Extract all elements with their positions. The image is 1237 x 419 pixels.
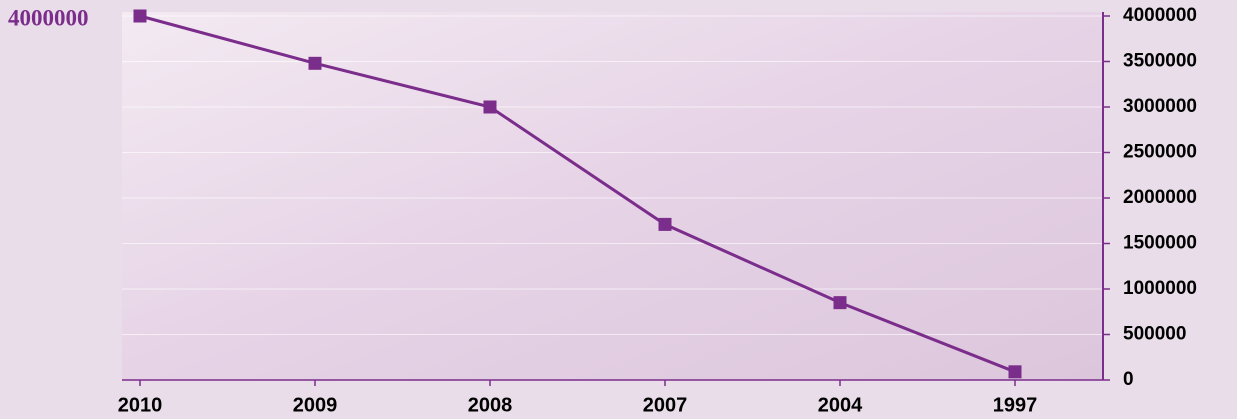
x-tick-label: 2009 bbox=[293, 394, 338, 416]
y-tick-label: 1500000 bbox=[1123, 233, 1197, 254]
data-marker bbox=[833, 296, 847, 310]
x-tick-label: 2010 bbox=[118, 394, 163, 416]
data-line bbox=[139, 14, 1016, 374]
y-tick-label: 4000000 bbox=[1123, 5, 1197, 26]
x-tick-label: 2008 bbox=[468, 394, 513, 416]
annotation: 4000000 bbox=[8, 5, 89, 30]
data-marker bbox=[483, 100, 497, 114]
data-marker bbox=[308, 56, 322, 70]
data-marker bbox=[133, 9, 147, 23]
x-tick-label: 1997 bbox=[993, 394, 1038, 416]
y-tick-label: 3500000 bbox=[1123, 51, 1197, 72]
y-tick-label: 1000000 bbox=[1123, 278, 1197, 299]
data-marker bbox=[1008, 365, 1022, 379]
x-tick-label: 2004 bbox=[818, 394, 863, 416]
x-tick-label: 2007 bbox=[643, 394, 688, 416]
y-tick-label: 0 bbox=[1123, 369, 1134, 390]
data-marker bbox=[658, 217, 672, 231]
y-tick-label: 3000000 bbox=[1123, 96, 1197, 117]
y-tick-label: 2000000 bbox=[1123, 187, 1197, 208]
y-tick-label: 2500000 bbox=[1123, 142, 1197, 163]
plot-background bbox=[122, 12, 1103, 380]
y-tick-label: 500000 bbox=[1123, 324, 1186, 345]
